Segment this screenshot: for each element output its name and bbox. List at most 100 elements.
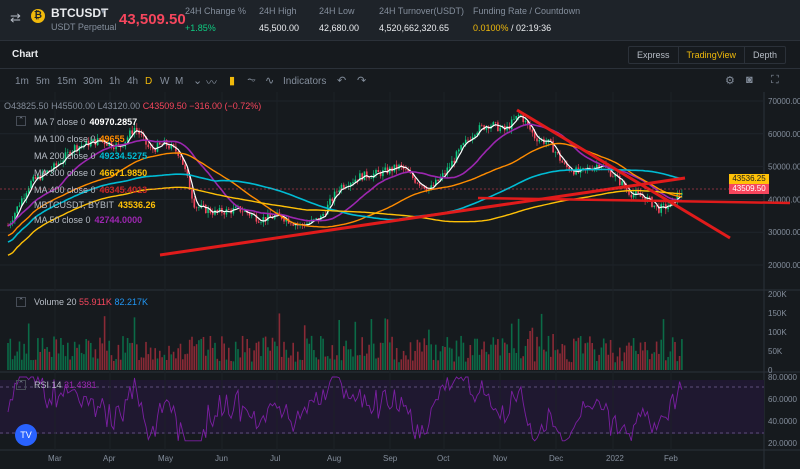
volume-bar [407, 359, 409, 370]
candle-body [106, 144, 108, 146]
volume-bar [294, 361, 297, 370]
volume-bar [214, 342, 216, 370]
volume-bar [382, 342, 384, 370]
candle-body [211, 212, 214, 215]
volume-bar [262, 337, 265, 370]
candle-body [464, 139, 467, 144]
volume-bars [7, 313, 683, 370]
volume-bar [529, 330, 531, 370]
volume-bar [129, 343, 131, 370]
candlestick-icon[interactable]: ▮ [229, 75, 236, 87]
interval-4h[interactable]: 4h [127, 76, 139, 87]
candle-body [520, 114, 522, 116]
fullscreen-icon[interactable]: ⛶ [771, 74, 779, 86]
chevron-down-icon[interactable]: ⌄ [193, 75, 203, 87]
symbol-selector[interactable]: BTCUSDT [51, 6, 109, 20]
candle-body [216, 210, 219, 212]
volume-bar [379, 342, 382, 370]
redo-icon[interactable]: ↷ [357, 75, 367, 87]
volume-bar [336, 355, 338, 370]
candle-body [407, 169, 409, 173]
candle-body [64, 152, 67, 161]
volume-bar [522, 356, 524, 370]
collapse-legend-icon[interactable]: ⌃ [16, 116, 26, 126]
ma-legend-row: MA 100 close 0 49655 [34, 134, 125, 144]
collapse-volume-icon[interactable]: ⌃ [16, 297, 26, 307]
swap-arrows-icon[interactable]: ⇄ [10, 10, 21, 25]
tab-express[interactable]: Express [629, 47, 679, 63]
volume-bar [303, 325, 306, 370]
interval-30m[interactable]: 30m [83, 76, 103, 87]
candle-body [274, 215, 276, 219]
volume-bar [639, 342, 642, 370]
volume-bar [660, 339, 662, 370]
tab-tradingview[interactable]: TradingView [679, 47, 746, 63]
interval-5m[interactable]: 5m [36, 76, 50, 87]
candle-body [573, 171, 575, 175]
volume-bar [586, 342, 589, 370]
volume-bar [448, 347, 451, 370]
interval-1m[interactable]: 1m [15, 76, 29, 87]
volume-bar [14, 355, 16, 370]
indicators-button[interactable]: Indicators [283, 76, 327, 87]
volume-bar [579, 336, 582, 370]
candle-body [62, 160, 64, 164]
rsi-axis-label: 20.0000 [768, 439, 797, 448]
volume-bar [62, 344, 64, 370]
volume-bar [361, 337, 363, 370]
collapse-rsi-icon[interactable]: ⌃ [16, 380, 26, 390]
candle-body [136, 127, 138, 131]
candle-body [632, 194, 635, 198]
volume-bar [614, 362, 616, 370]
candle-body [467, 139, 469, 141]
settings-icon[interactable]: ⚙ [725, 75, 735, 87]
volume-bar [485, 351, 488, 370]
price-axis-label: 40000.00 [768, 195, 800, 204]
volume-bar [184, 354, 186, 370]
line-chart-icon[interactable]: 〰 [206, 77, 217, 89]
volume-bar [269, 350, 271, 370]
volume-bar [287, 357, 290, 370]
undo-icon[interactable]: ↶ [337, 75, 347, 87]
volume-bar [92, 357, 94, 370]
candle-body [637, 191, 639, 194]
candle-body [513, 119, 515, 120]
volume-bar [464, 361, 467, 370]
interval-1h[interactable]: 1h [109, 76, 121, 87]
volume-bar [200, 338, 202, 370]
candle-body [257, 221, 260, 223]
interval-d[interactable]: D [145, 76, 153, 87]
tab-depth[interactable]: Depth [753, 50, 778, 60]
volume-bar [280, 356, 283, 370]
candle-body [681, 193, 683, 195]
interval-m[interactable]: M [175, 76, 184, 87]
chevron-down-icon[interactable]: ▾ [101, 7, 106, 16]
volume-bar [131, 342, 133, 370]
volume-bar [186, 353, 189, 370]
volume-bar [113, 360, 115, 370]
candle-body [44, 171, 46, 173]
tradingview-logo-icon[interactable]: TV [15, 424, 37, 446]
area-chart-icon[interactable]: ⏦ [247, 74, 256, 86]
indicators-icon[interactable]: ∿ [265, 75, 275, 87]
volume-bar [106, 350, 108, 370]
interval-15m[interactable]: 15m [57, 76, 77, 87]
volume-bar [223, 343, 225, 370]
candle-body [474, 134, 476, 137]
volume-bar [570, 362, 573, 370]
candle-body [269, 213, 271, 217]
interval-w[interactable]: W [160, 76, 170, 87]
candle-body [27, 188, 30, 194]
candle-body [451, 160, 453, 168]
volume-bar [504, 342, 506, 370]
time-axis-label: Oct [437, 454, 450, 463]
bitcoin-coin-icon: ₿ [31, 9, 45, 23]
candle-body [161, 144, 163, 146]
volume-bar [400, 359, 403, 370]
volume-bar [462, 342, 465, 370]
camera-icon[interactable]: ◙ [746, 74, 753, 86]
candle-body [290, 223, 292, 225]
volume-bar [110, 355, 113, 370]
volume-bar [244, 352, 246, 370]
